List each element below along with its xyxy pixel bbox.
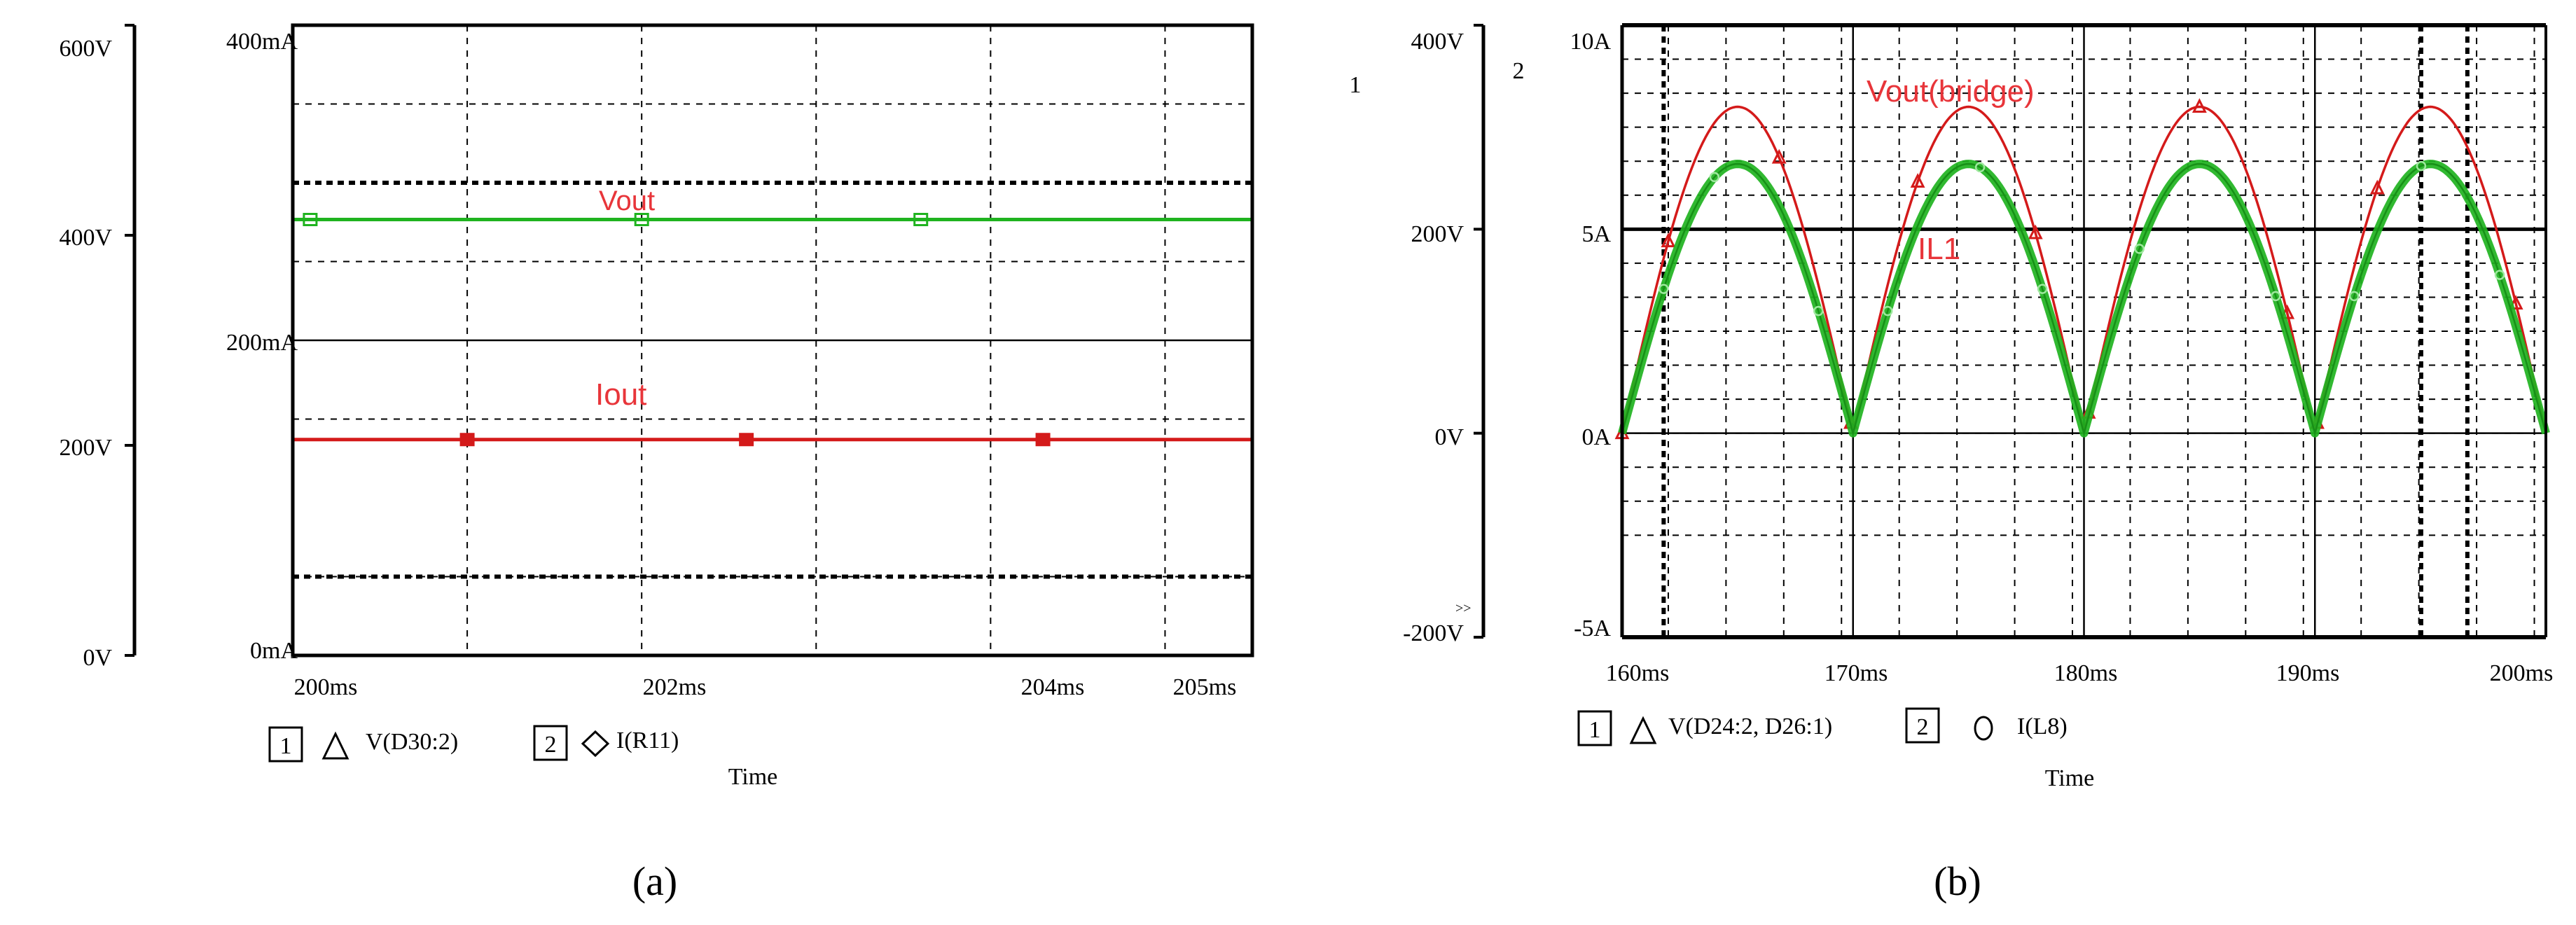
series-marker bbox=[2270, 291, 2281, 302]
axis-overflow-mark: >> bbox=[1455, 601, 1471, 616]
y2-tick-label: 400mA bbox=[226, 29, 298, 55]
series-marker bbox=[1974, 162, 1986, 173]
x-tick-label: 200ms bbox=[2490, 660, 2554, 686]
series-marker bbox=[739, 433, 754, 447]
legend-index: 2 bbox=[1917, 714, 1929, 740]
series-marker bbox=[2028, 224, 2043, 239]
series-marker bbox=[913, 213, 929, 226]
panel-label: (a) bbox=[632, 858, 677, 904]
y1-axis-header: 1 bbox=[1350, 72, 1362, 98]
x-tick-label: 190ms bbox=[2276, 660, 2340, 686]
x-tick-label: 170ms bbox=[1824, 660, 1888, 686]
legend-label: I(L8) bbox=[2017, 714, 2068, 739]
series-marker bbox=[1910, 173, 1925, 188]
y1-tick-label: -200V bbox=[1403, 620, 1464, 646]
y2-tick-label: 5A bbox=[1581, 221, 1611, 247]
series-marker bbox=[2349, 291, 2360, 302]
series-marker bbox=[1882, 305, 1893, 317]
legend-label: V(D24:2, D26:1) bbox=[1668, 714, 1832, 739]
circle-icon bbox=[1974, 716, 1993, 741]
y1-tick-label: 200V bbox=[59, 435, 112, 461]
y1-tick-label: 0V bbox=[1434, 424, 1464, 450]
x-tick-label: 200ms bbox=[294, 674, 358, 700]
legend-label: I(R11) bbox=[616, 728, 679, 753]
series-marker bbox=[1661, 232, 1676, 248]
legend-index: 2 bbox=[545, 732, 557, 758]
x-axis-label: Time bbox=[2045, 765, 2095, 791]
y-axis-1-ticks bbox=[1474, 24, 1483, 639]
series-label-il1: IL1 bbox=[1918, 232, 1960, 266]
series-marker bbox=[459, 433, 475, 447]
y-axis-1-ticks bbox=[125, 24, 134, 657]
y2-axis-header: 2 bbox=[1513, 58, 1525, 84]
legend-index-box bbox=[268, 726, 303, 763]
series-group bbox=[1614, 98, 2550, 440]
chart-panel-b: 1 400V 200V 0V -200V >> 2 10A 5A 0A -5A … bbox=[1350, 23, 2554, 904]
series-marker bbox=[2416, 160, 2427, 172]
series-marker bbox=[1813, 305, 1824, 317]
series-label-vout: Vout bbox=[599, 186, 655, 216]
series-marker bbox=[2037, 284, 2048, 294]
plot-grid bbox=[1622, 25, 2546, 637]
legend-index: 1 bbox=[280, 733, 292, 759]
series-marker bbox=[303, 213, 318, 226]
y1-tick-label: 0V bbox=[83, 645, 112, 671]
x-tick-label: 202ms bbox=[643, 674, 707, 700]
triangle-icon bbox=[321, 731, 349, 760]
series-marker bbox=[1035, 433, 1051, 447]
series-marker bbox=[2134, 244, 2145, 254]
y1-tick-label: 200V bbox=[1411, 221, 1464, 247]
series-group bbox=[293, 213, 1252, 447]
series-label-vout-bridge: Vout(bridge) bbox=[1867, 74, 2035, 109]
series-marker bbox=[2191, 98, 2207, 113]
x-tick-label: 160ms bbox=[1606, 660, 1670, 686]
legend: 1 V(D30:2) 2 I(R11) bbox=[268, 725, 679, 763]
series-marker bbox=[1771, 148, 1787, 164]
series-marker bbox=[634, 213, 649, 226]
x-tick-label: 205ms bbox=[1173, 674, 1237, 700]
y1-tick-label: 400V bbox=[1411, 29, 1464, 55]
y2-tick-label: 0mA bbox=[250, 638, 298, 664]
x-tick-label: 204ms bbox=[1021, 674, 1085, 700]
y1-tick-label: 400V bbox=[59, 225, 112, 251]
legend-index-box bbox=[533, 725, 568, 761]
y2-tick-label: 10A bbox=[1570, 29, 1611, 55]
triangle-icon bbox=[1629, 716, 1657, 744]
y2-tick-label: 0A bbox=[1581, 424, 1611, 450]
legend-index-box bbox=[1905, 707, 1940, 744]
series-label-iout: Iout bbox=[595, 377, 646, 412]
x-axis-label: Time bbox=[728, 764, 778, 790]
y1-tick-label: 600V bbox=[59, 36, 112, 62]
series-marker bbox=[1659, 284, 1669, 294]
series-line-core bbox=[1621, 162, 2547, 437]
plot-grid bbox=[293, 25, 1252, 655]
series-marker bbox=[2369, 179, 2385, 195]
chart-panel-a: 600V 400V 200V 0V 400mA 200mA 0mA 200ms … bbox=[59, 23, 1254, 904]
diamond-icon bbox=[581, 730, 610, 758]
series-marker bbox=[1709, 172, 1720, 183]
series-marker bbox=[2494, 270, 2505, 280]
legend-index: 1 bbox=[1589, 717, 1601, 743]
legend: 1 V(D24:2, D26:1) 2 I(L8) bbox=[1577, 707, 2068, 746]
x-tick-label: 180ms bbox=[2054, 660, 2118, 686]
legend-index-box bbox=[1577, 710, 1612, 746]
panel-label: (b) bbox=[1934, 858, 1981, 904]
legend-label: V(D30:2) bbox=[366, 729, 458, 755]
y2-tick-label: 200mA bbox=[226, 330, 298, 356]
y2-tick-label: -5A bbox=[1574, 615, 1611, 641]
